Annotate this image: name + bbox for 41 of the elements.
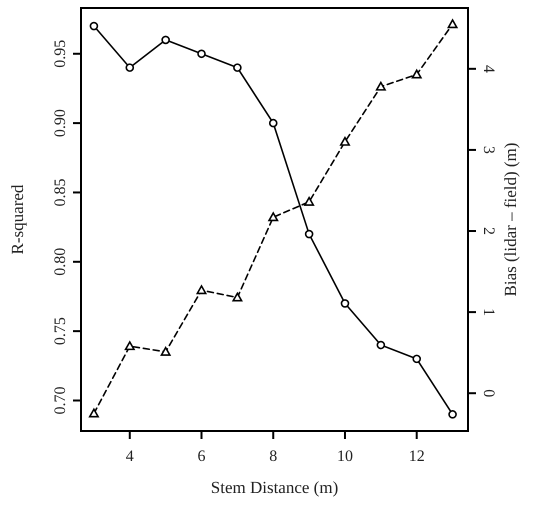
point	[268, 212, 278, 222]
point	[90, 22, 98, 30]
y2-tick-label: 1	[480, 308, 497, 316]
point	[340, 299, 350, 308]
y2-tick-label: 3	[480, 146, 497, 154]
x-tick-label: 12	[408, 448, 425, 465]
point	[196, 285, 207, 294]
y2-tick-label: 4	[480, 64, 497, 73]
y-tick-label: 0.85	[52, 178, 69, 206]
point	[448, 410, 457, 419]
x-tick-label: 4	[126, 448, 134, 465]
point	[233, 63, 242, 72]
point	[448, 19, 458, 28]
point	[412, 354, 422, 364]
y-tick-label: 0.95	[52, 40, 69, 68]
point	[412, 70, 422, 78]
y-tick-label: 0.75	[52, 317, 69, 346]
point	[197, 49, 206, 58]
x-tick-label: 8	[269, 448, 278, 465]
point	[124, 341, 135, 350]
point	[125, 63, 134, 72]
y-tick-label: 0.90	[52, 109, 69, 138]
point	[160, 346, 171, 356]
y2-tick-label: 2	[480, 227, 497, 236]
point	[304, 196, 314, 206]
y-tick-label: 0.80	[52, 248, 69, 276]
point	[161, 36, 170, 44]
y-tick-label: 0.70	[52, 386, 69, 414]
y2-tick-label: 0	[480, 389, 497, 398]
x-axis-title: Stem Distance (m)	[210, 478, 338, 497]
point	[232, 292, 242, 302]
point	[376, 82, 386, 91]
x-tick-label: 10	[336, 448, 353, 465]
y-axis-title: R-squared	[8, 184, 27, 254]
x-tick-label: 6	[198, 448, 206, 465]
point	[376, 340, 386, 350]
point	[88, 408, 99, 418]
point	[340, 136, 350, 146]
point	[268, 118, 278, 128]
y2-axis-title: Bias (lidar – field) (m)	[501, 142, 520, 296]
point	[304, 230, 314, 238]
